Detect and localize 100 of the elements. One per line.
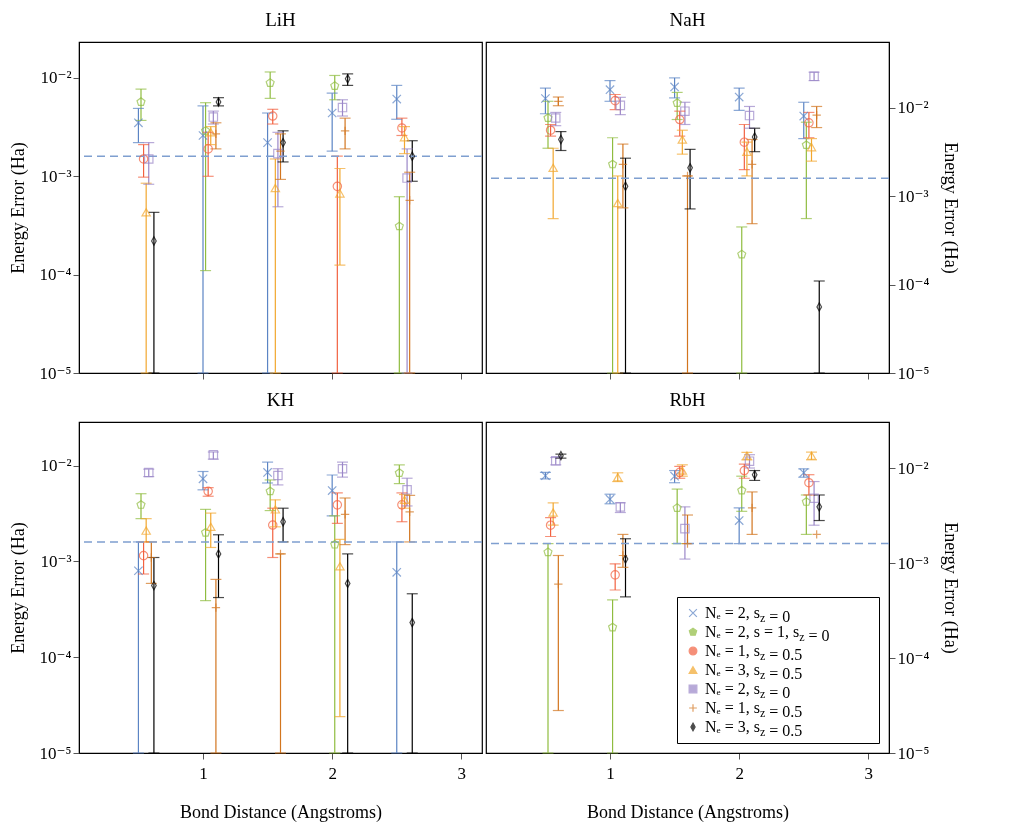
point — [669, 82, 680, 92]
point — [608, 159, 618, 169]
point — [136, 500, 146, 509]
point — [742, 147, 752, 156]
x-tick-label: 2 — [735, 763, 744, 783]
y2-tick-label: 10⁻⁵ — [897, 743, 930, 763]
point — [548, 163, 558, 173]
y-tick-label: 10⁻² — [40, 68, 72, 88]
point — [618, 159, 628, 170]
x-tick-label: 3 — [864, 763, 874, 783]
point — [337, 102, 348, 113]
legend-label: Nₑ = 3, s$_{z}$ = 0.5 — [705, 661, 803, 682]
point — [402, 173, 412, 183]
point — [205, 522, 216, 532]
point — [273, 470, 283, 481]
point — [680, 523, 690, 534]
point — [402, 485, 412, 495]
x-axis-title: Bond Distance (Angstroms) — [180, 801, 382, 823]
point — [734, 92, 744, 102]
point — [804, 477, 814, 488]
legend-label: Nₑ = 3, s$_{z}$ = 0.5 — [705, 718, 803, 739]
point — [198, 130, 208, 141]
point — [133, 118, 144, 128]
point — [198, 474, 208, 484]
point — [327, 485, 337, 496]
point — [798, 111, 809, 121]
point — [682, 171, 693, 181]
point — [747, 159, 757, 170]
point — [737, 249, 747, 259]
point — [615, 100, 626, 111]
point — [804, 117, 814, 128]
chart-title: KH — [266, 389, 295, 410]
point — [136, 97, 146, 106]
y-tick-label: 10⁻⁴ — [39, 265, 72, 285]
point — [399, 132, 410, 142]
y2-tick-label: 10⁻⁴ — [897, 648, 930, 668]
point — [809, 493, 819, 504]
point — [332, 500, 343, 510]
y-tick-label: 10⁻⁴ — [39, 647, 72, 667]
y-axis-title: Energy Error (Ha) — [7, 522, 29, 654]
point — [553, 579, 564, 589]
y2-tick-label: 10⁻⁴ — [897, 275, 930, 295]
point — [215, 549, 222, 559]
y-tick-label: 10⁻³ — [40, 551, 72, 571]
point — [203, 144, 213, 154]
y-tick-label: 10⁻² — [40, 456, 72, 476]
legend-label: Nₑ = 1, s$_{z}$ = 0.5 — [705, 699, 803, 720]
point — [270, 183, 281, 193]
point — [143, 154, 154, 164]
legend-label: Nₑ = 2, s$_{z}$ = 0 — [705, 680, 791, 701]
point — [267, 111, 278, 121]
point — [612, 198, 623, 208]
point — [275, 549, 286, 559]
point — [141, 526, 151, 535]
point — [610, 95, 620, 106]
y2-tick-label: 10⁻² — [897, 458, 929, 478]
point — [201, 126, 211, 135]
point — [335, 562, 345, 571]
point — [138, 550, 149, 561]
legend-label: Nₑ = 2, s = 1, s$_{z}$ = 0 — [705, 623, 830, 644]
point — [335, 189, 345, 198]
point — [550, 113, 561, 123]
point — [543, 113, 553, 122]
y2-tick-label: 10⁻² — [897, 98, 929, 118]
point — [267, 520, 278, 530]
point — [677, 135, 688, 144]
point — [141, 208, 151, 217]
point — [330, 81, 340, 90]
point — [540, 93, 551, 104]
point — [801, 140, 811, 150]
point — [332, 181, 343, 192]
point — [605, 84, 615, 95]
point — [806, 142, 817, 152]
y2-tick-label: 10⁻³ — [897, 186, 929, 206]
point — [739, 137, 750, 147]
point — [394, 221, 404, 231]
chart-title: NaH — [669, 9, 706, 30]
point — [211, 129, 221, 139]
point — [672, 503, 682, 512]
x-tick-label: 1 — [199, 763, 208, 783]
point — [737, 485, 747, 495]
point — [265, 78, 275, 87]
point — [391, 94, 402, 104]
point — [205, 128, 216, 137]
y-tick-label: 10⁻⁵ — [39, 743, 72, 763]
point — [801, 497, 811, 506]
point — [201, 527, 211, 537]
point — [399, 495, 410, 505]
y2-axis-title: Energy Error (Ha) — [940, 142, 962, 274]
point — [816, 502, 823, 512]
point — [608, 622, 618, 632]
point — [138, 154, 149, 164]
point — [680, 106, 690, 116]
y2-tick-label: 10⁻⁵ — [897, 363, 930, 383]
point — [548, 508, 558, 517]
point — [545, 520, 556, 530]
point — [674, 114, 685, 125]
point — [672, 98, 682, 107]
point — [391, 567, 402, 578]
point — [397, 500, 407, 510]
